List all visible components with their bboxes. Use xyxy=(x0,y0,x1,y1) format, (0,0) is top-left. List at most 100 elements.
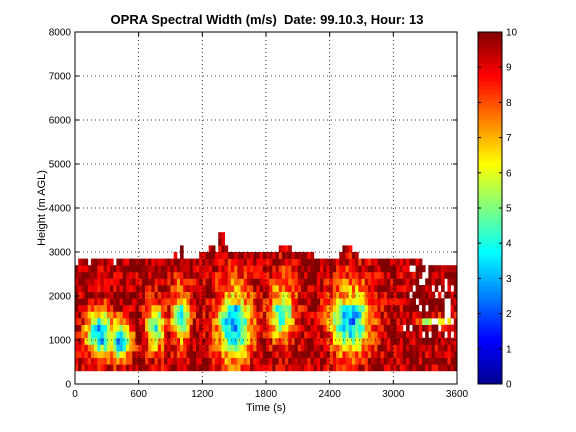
heatmap-cell xyxy=(154,311,159,319)
heatmap-cell xyxy=(320,265,324,273)
heatmap-cell xyxy=(380,351,385,358)
heatmap-cell xyxy=(342,298,346,306)
heatmap-cell xyxy=(437,298,442,306)
heatmap-cell xyxy=(84,304,89,312)
heatmap-cell xyxy=(329,331,334,339)
heatmap-cell xyxy=(218,271,222,279)
heatmap-cell xyxy=(170,304,175,312)
heatmap-cell xyxy=(116,364,120,372)
heatmap-cell xyxy=(116,298,120,306)
heatmap-cell xyxy=(243,324,248,332)
heatmap-cell xyxy=(135,298,140,306)
heatmap-cell xyxy=(90,357,95,365)
heatmap-cell xyxy=(450,344,455,352)
heatmap-cell xyxy=(170,271,175,279)
heatmap-cell xyxy=(116,285,120,292)
heatmap-cell xyxy=(81,304,85,312)
heatmap-cell xyxy=(406,344,410,352)
heatmap-cell xyxy=(211,344,216,352)
heatmap-cell xyxy=(364,351,369,358)
heatmap-cell xyxy=(453,278,457,286)
heatmap-cell xyxy=(113,318,117,325)
heatmap-cell xyxy=(173,278,178,286)
heatmap-cell xyxy=(269,344,273,352)
heatmap-cell xyxy=(374,265,378,273)
heatmap-cell xyxy=(320,324,324,332)
heatmap-cell xyxy=(243,351,248,358)
heatmap-cell xyxy=(192,265,197,273)
heatmap-cell xyxy=(119,278,124,286)
heatmap-cell xyxy=(78,258,82,266)
heatmap-cell xyxy=(218,331,222,339)
heatmap-cell xyxy=(119,265,124,273)
heatmap-cell xyxy=(224,252,229,259)
heatmap-cell xyxy=(374,258,378,266)
heatmap-cell xyxy=(234,331,238,339)
heatmap-cell xyxy=(116,318,120,325)
heatmap-cell xyxy=(412,291,417,299)
heatmap-cell xyxy=(336,324,340,332)
heatmap-cell xyxy=(176,324,181,332)
heatmap-cell xyxy=(288,304,292,312)
heatmap-cell xyxy=(313,331,318,339)
heatmap-cell xyxy=(135,351,140,358)
heatmap-cell xyxy=(288,344,292,352)
heatmap-cell xyxy=(418,298,423,306)
heatmap-cell xyxy=(160,357,165,365)
heatmap-cell xyxy=(406,291,410,299)
heatmap-cell xyxy=(383,318,388,325)
heatmap-cell xyxy=(154,344,159,352)
heatmap-cell xyxy=(240,285,245,292)
heatmap-cell xyxy=(110,271,114,279)
heatmap-cell xyxy=(345,331,350,339)
heatmap-cell xyxy=(192,291,197,299)
heatmap-cell xyxy=(240,344,245,352)
heatmap-cell xyxy=(390,278,394,286)
heatmap-cell xyxy=(125,324,130,332)
heatmap-cell xyxy=(135,331,140,339)
heatmap-cell xyxy=(307,258,311,266)
heatmap-cell xyxy=(323,271,327,279)
heatmap-cell xyxy=(281,285,286,292)
heatmap-cell xyxy=(329,285,334,292)
heatmap-cell xyxy=(259,278,264,286)
heatmap-cell xyxy=(224,258,229,266)
heatmap-cell xyxy=(138,344,143,352)
heatmap-cell xyxy=(180,324,184,332)
heatmap-cell xyxy=(157,298,162,306)
heatmap-cell xyxy=(262,285,267,292)
heatmap-cell xyxy=(205,318,210,325)
heatmap-cell xyxy=(211,331,216,339)
heatmap-cell xyxy=(253,285,257,292)
heatmap-cell xyxy=(122,258,127,266)
heatmap-cell xyxy=(129,311,133,319)
heatmap-cell xyxy=(186,337,190,345)
heatmap-cell xyxy=(339,271,343,279)
heatmap-cell xyxy=(393,285,397,292)
heatmap-cell xyxy=(110,318,114,325)
heatmap-cell xyxy=(240,331,245,339)
heatmap-cell xyxy=(358,304,362,312)
heatmap-cell xyxy=(418,318,423,325)
heatmap-cell xyxy=(336,331,340,339)
heatmap-cell xyxy=(237,278,241,286)
heatmap-cell xyxy=(355,304,359,312)
heatmap-cell xyxy=(154,298,159,306)
heatmap-cell xyxy=(211,311,216,319)
heatmap-cell xyxy=(266,357,270,365)
heatmap-cell xyxy=(386,344,391,352)
heatmap-cell xyxy=(227,265,232,273)
heatmap-cell xyxy=(453,265,457,273)
heatmap-cell xyxy=(313,357,318,365)
heatmap-cell xyxy=(307,318,311,325)
heatmap-cell xyxy=(342,364,346,372)
heatmap-cell xyxy=(243,252,248,259)
heatmap-cell xyxy=(94,291,98,299)
heatmap-cell xyxy=(351,318,356,325)
heatmap-cell xyxy=(116,337,120,345)
heatmap-cell xyxy=(336,337,340,345)
heatmap-cell xyxy=(183,337,187,345)
heatmap-cell xyxy=(164,271,168,279)
heatmap-cell xyxy=(170,258,175,266)
heatmap-cell xyxy=(275,337,280,345)
